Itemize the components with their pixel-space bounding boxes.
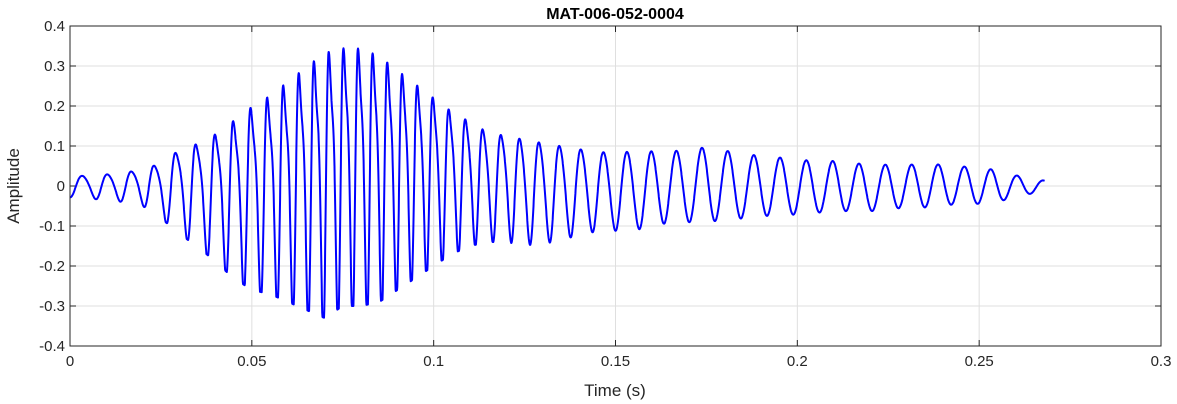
y-tick-label: 0.2 (44, 98, 65, 115)
x-tick-label: 0.15 (601, 353, 630, 370)
y-tick-label: 0.1 (44, 138, 65, 155)
axes-frame (69, 25, 1162, 347)
x-tick-label: 0.05 (237, 353, 266, 370)
y-axis-label: Amplitude (4, 148, 23, 224)
x-tick-label: 0.2 (787, 353, 808, 370)
y-tick-labels: -0.4 -0.3 -0.2 -0.1 0 0.1 0.2 0.3 0.4 (39, 18, 65, 355)
y-tick-label: -0.3 (39, 298, 65, 315)
x-tick-label: 0 (66, 353, 74, 370)
x-axis-label: Time (s) (584, 381, 646, 400)
x-tick-label: 0.25 (965, 353, 994, 370)
grid (70, 26, 1161, 346)
y-tick-label: 0 (57, 178, 65, 195)
x-tick-label: 0.1 (423, 353, 444, 370)
y-tick-label: -0.1 (39, 218, 65, 235)
y-tick-label: -0.4 (39, 338, 65, 355)
x-tick-label: 0.3 (1151, 353, 1172, 370)
y-tick-label: 0.4 (44, 18, 65, 35)
x-tick-labels: 0 0.05 0.1 0.15 0.2 0.25 0.3 (66, 353, 1172, 370)
chart-title: MAT-006-052-0004 (546, 6, 684, 23)
y-tick-label: 0.3 (44, 58, 65, 75)
signal-series-line (69, 47, 1046, 319)
y-tick-label: -0.2 (39, 258, 65, 275)
